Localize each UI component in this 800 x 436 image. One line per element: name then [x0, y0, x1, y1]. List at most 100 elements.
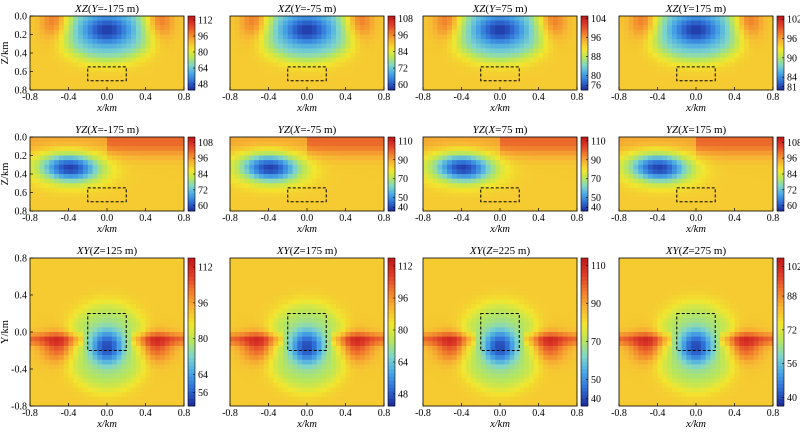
heatmap-cell	[87, 146, 93, 152]
heatmap-cell	[369, 62, 375, 68]
heatmap-cell	[30, 29, 36, 35]
heatmap-cell	[667, 48, 673, 54]
heatmap-cell	[145, 258, 151, 264]
heatmap-cell	[78, 299, 84, 305]
heatmap-cell	[321, 85, 327, 91]
heatmap-cell	[244, 174, 250, 180]
heatmap-cell	[538, 183, 544, 189]
heatmap-cell	[164, 155, 170, 161]
heatmap-cell	[379, 155, 385, 161]
heatmap-cell	[54, 267, 60, 273]
heatmap-cell	[548, 62, 554, 68]
heatmap-cell	[490, 57, 496, 63]
heatmap-cell	[744, 85, 750, 91]
heatmap-cell	[107, 53, 113, 59]
heatmap-cell	[239, 66, 245, 72]
heatmap-cell	[490, 155, 496, 161]
heatmap-cell	[633, 25, 639, 31]
anomaly-box	[480, 187, 520, 203]
heatmap-cell	[562, 141, 568, 147]
heatmap-cell	[753, 43, 759, 49]
heatmap-cell	[686, 25, 692, 31]
heatmap-cell	[763, 178, 769, 184]
heatmap-cell	[647, 53, 654, 59]
colorbar-segment	[777, 73, 784, 76]
heatmap-cell	[164, 295, 170, 301]
heatmap-cell	[150, 66, 156, 72]
heatmap-cell	[121, 271, 127, 277]
heatmap-cell	[345, 80, 351, 86]
heatmap-cell	[150, 197, 156, 203]
heatmap-cell	[533, 146, 539, 152]
heatmap-cell	[263, 174, 269, 180]
panel-title-value: =-75 m)	[300, 3, 336, 15]
heatmap-cell	[302, 197, 308, 203]
panel-title-value: =175 m)	[688, 3, 726, 15]
heatmap-cell	[82, 53, 89, 59]
y-tick-label: 0.0	[15, 133, 28, 144]
heatmap-cell	[432, 39, 438, 45]
colorbar-segment	[388, 185, 395, 188]
heatmap-cell	[552, 197, 559, 203]
heatmap-cell	[753, 197, 759, 203]
heatmap-cell	[273, 53, 279, 59]
panel-title-plane: YZ	[75, 124, 88, 136]
heatmap-cell	[379, 183, 385, 189]
heatmap-cell	[239, 57, 245, 63]
heatmap-cell	[107, 169, 113, 175]
heatmap-cell	[557, 206, 563, 212]
heatmap-cell	[49, 262, 55, 268]
heatmap-cell	[528, 174, 535, 180]
colorbar-segment	[188, 65, 195, 69]
heatmap-cell	[268, 155, 274, 161]
heatmap-cell	[471, 169, 477, 175]
heatmap-cell	[729, 155, 735, 161]
heatmap-cell	[111, 85, 118, 91]
heatmap-cell	[628, 174, 634, 180]
heatmap-cell	[567, 187, 573, 193]
heatmap-cell	[150, 25, 156, 31]
heatmap-cell	[159, 71, 166, 77]
heatmap-cell	[710, 197, 716, 203]
heatmap-cell	[164, 62, 170, 68]
heatmap-cell	[359, 66, 366, 72]
heatmap-cell	[49, 146, 55, 152]
heatmap-cell	[34, 262, 41, 268]
panel-yz-5: -0.8 -0.4 0.0 0.4 0.8x/km0.00.20.40.60.8Z/km…	[0, 124, 213, 235]
heatmap-cell	[374, 43, 380, 49]
heatmap-cell	[643, 76, 649, 82]
heatmap-cell	[254, 80, 260, 86]
heatmap-cell	[311, 192, 318, 198]
heatmap-cell	[543, 192, 549, 198]
heatmap-cell	[111, 290, 118, 296]
heatmap-cell	[705, 34, 711, 40]
heatmap-cell	[102, 80, 108, 86]
heatmap-cell	[268, 16, 274, 22]
heatmap-cell	[710, 34, 716, 40]
heatmap-cell	[145, 29, 151, 35]
heatmap-cell	[686, 169, 692, 175]
heatmap-cell	[538, 201, 544, 207]
heatmap-cell	[524, 137, 530, 143]
heatmap-cell	[155, 48, 161, 54]
heatmap-cell	[552, 48, 559, 54]
heatmap-cell	[54, 34, 60, 40]
heatmap-cell	[633, 155, 639, 161]
heatmap-cell	[169, 34, 175, 40]
x-axis-label: x/km	[96, 103, 117, 114]
heatmap-cell	[437, 146, 443, 152]
heatmap-cell	[169, 276, 175, 282]
heatmap-cell	[543, 146, 549, 152]
heatmap-cell	[54, 66, 60, 72]
heatmap-cell	[254, 29, 260, 35]
heatmap-cell	[490, 43, 496, 49]
heatmap-cell	[292, 29, 298, 35]
heatmap-cell	[234, 43, 241, 49]
heatmap-cell	[543, 29, 549, 35]
heatmap-cell	[437, 206, 443, 212]
colorbar-segment	[388, 199, 395, 203]
heatmap-cell	[528, 66, 535, 72]
heatmap-cell	[249, 80, 255, 86]
heatmap-cell	[254, 141, 260, 147]
heatmap-cell	[662, 53, 668, 59]
